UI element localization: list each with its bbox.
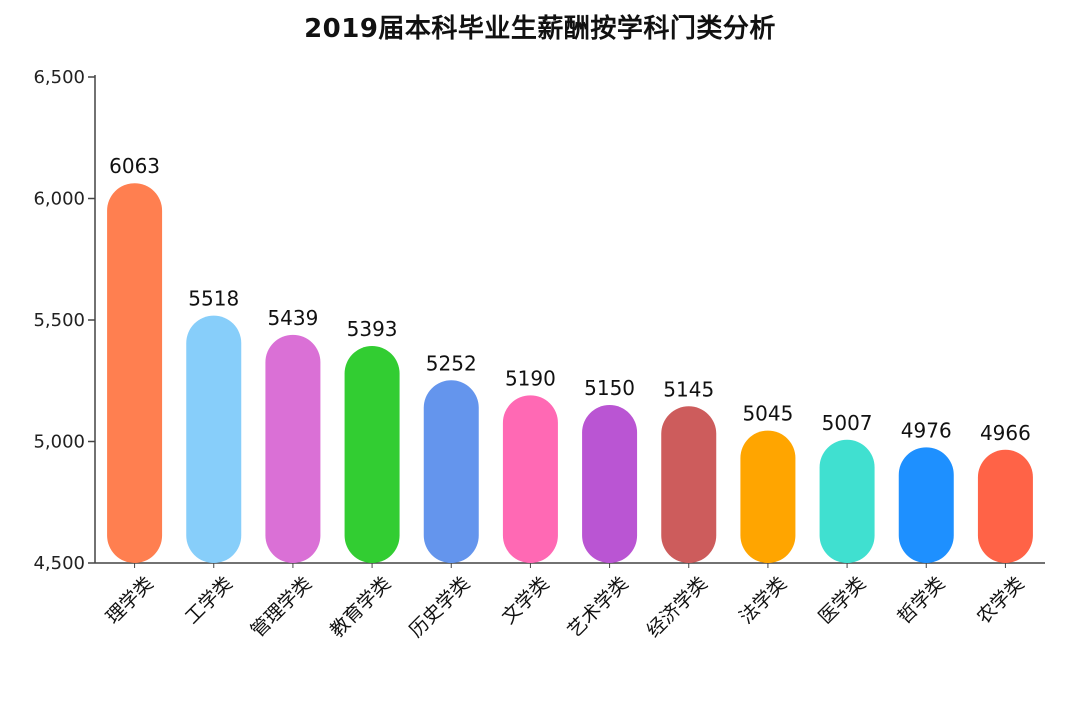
bar [661,406,717,563]
y-tick-label: 4,500 [33,553,85,574]
category-label: 文学类 [498,573,554,629]
y-tick-label: 5,000 [33,432,85,453]
value-label: 5393 [347,317,398,341]
category-label: 法学类 [735,573,791,629]
bar [898,447,954,563]
bar [107,183,163,564]
bar [582,405,638,563]
category-label: 经济学类 [643,573,712,642]
category-label: 哲学类 [894,573,950,629]
category-label: 教育学类 [326,573,395,642]
value-label: 4976 [901,418,952,442]
category-label: 理学类 [102,573,158,629]
value-label: 5145 [663,377,714,401]
value-label: 5439 [267,306,318,330]
bar [819,439,875,563]
value-label: 5150 [584,376,635,400]
category-label: 艺术学类 [563,573,632,642]
value-label: 5518 [188,287,239,311]
bar [344,346,400,563]
value-label: 4966 [980,421,1031,445]
category-label: 工学类 [181,573,237,629]
value-label: 5190 [505,366,556,390]
value-label: 6063 [109,154,160,178]
bar [977,449,1033,563]
chart-title: 2019届本科毕业生薪酬按学科门类分析 [304,14,776,44]
value-label: 5252 [426,351,477,375]
bar [186,315,242,563]
y-tick-label: 5,500 [33,310,85,331]
bar [502,395,558,563]
y-tick-label: 6,000 [33,189,85,210]
bar [740,430,796,563]
category-label: 管理学类 [247,573,316,642]
category-label: 农学类 [973,573,1029,629]
value-label: 5045 [742,402,793,426]
bar [423,380,479,563]
bar [265,334,321,563]
y-tick-label: 6,500 [33,67,85,88]
category-label: 历史学类 [405,573,474,642]
category-label: 医学类 [814,573,870,629]
value-label: 5007 [822,411,873,435]
